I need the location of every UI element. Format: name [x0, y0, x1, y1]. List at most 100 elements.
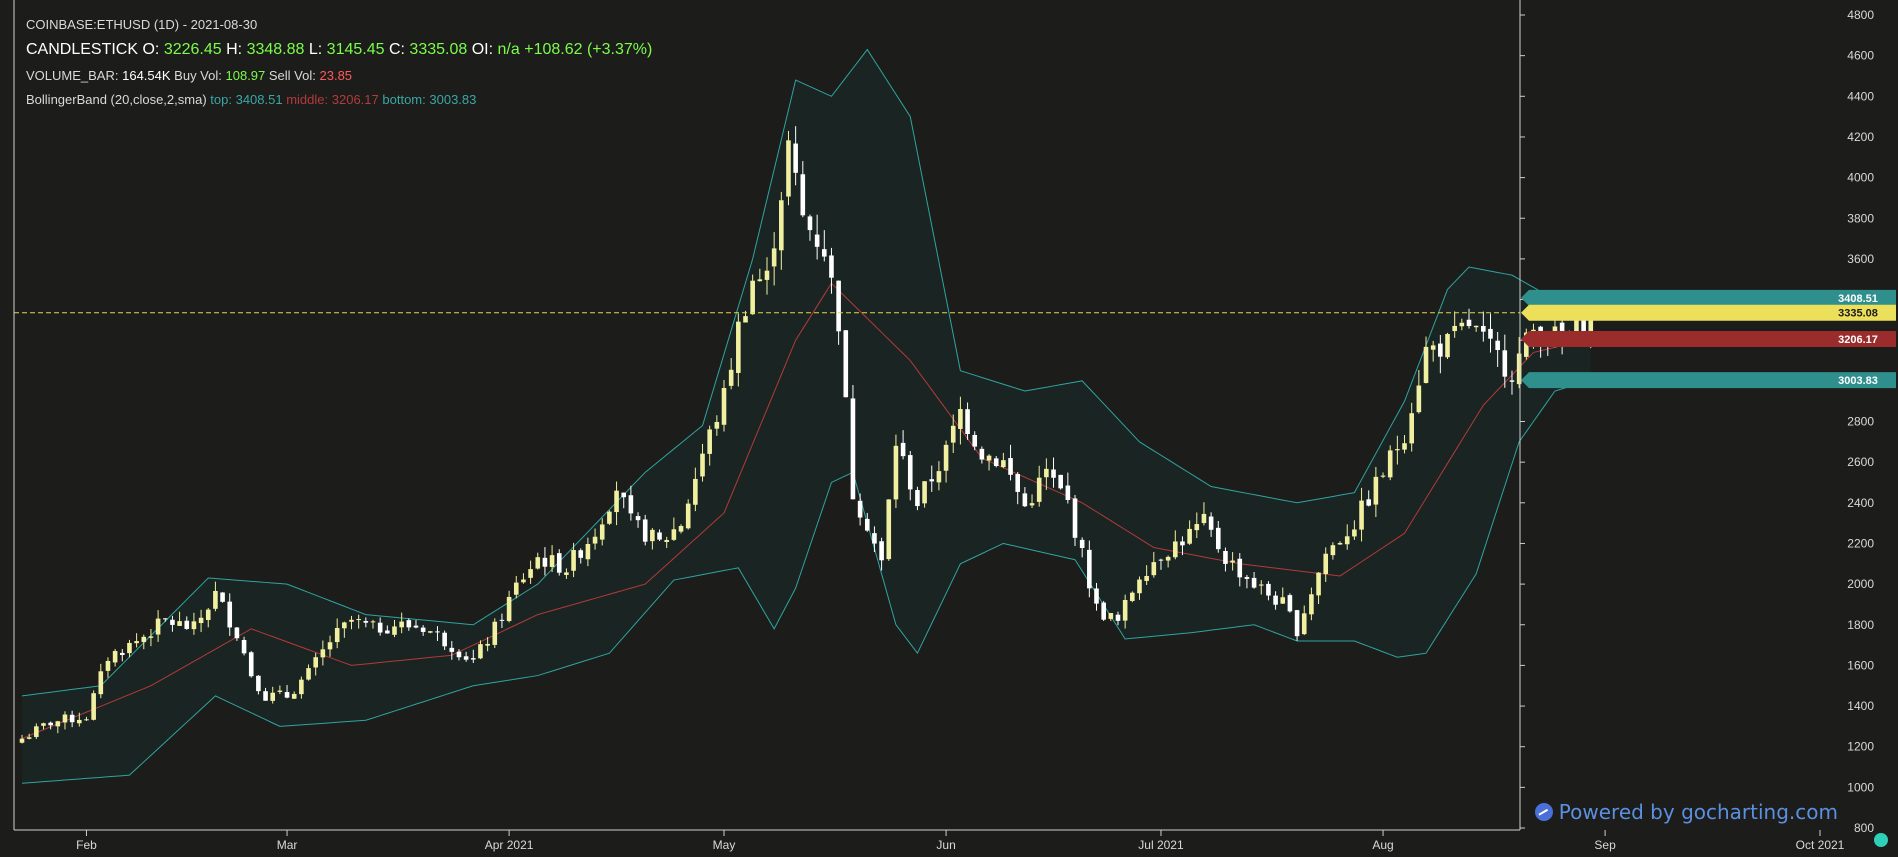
change-percent: (+3.37%) [586, 41, 653, 58]
candle-body [958, 409, 963, 429]
candle [1130, 591, 1135, 603]
candle [750, 274, 755, 315]
status-dot-icon[interactable] [1874, 833, 1888, 847]
candle [98, 663, 104, 699]
candle-body [1323, 553, 1329, 574]
candle-body [62, 714, 68, 723]
candle [1072, 494, 1078, 547]
candle-body [320, 649, 326, 658]
watermark[interactable]: Powered by gocharting.com [1534, 800, 1838, 824]
candle-body [1266, 583, 1271, 596]
candle [449, 641, 455, 660]
candle-body [270, 692, 276, 701]
candle-body [1130, 592, 1135, 601]
candle [1201, 502, 1207, 526]
candle [1488, 313, 1493, 353]
y-tick-label: 2400 [1847, 496, 1874, 510]
ohlc-line: CANDLESTICK O: 3226.45 H: 3348.88 L: 314… [26, 36, 652, 64]
candle [1158, 558, 1164, 570]
candle-body [342, 622, 347, 629]
bb-middle-label: middle: [286, 92, 329, 107]
candle-body [1087, 549, 1092, 589]
candle-body [334, 628, 340, 643]
candle-body [105, 660, 111, 671]
candle-body [392, 626, 397, 635]
close-label: C: [388, 41, 405, 58]
volume-line: VOLUME_BAR: 164.54K Buy Vol: 108.97 Sell… [26, 64, 652, 88]
price-tag-label: 3335.08 [1838, 308, 1878, 320]
candle-body [1244, 577, 1250, 579]
candle-body [693, 478, 698, 505]
open-label: O: [142, 41, 160, 58]
candle [1022, 487, 1028, 508]
candle-body [91, 693, 96, 720]
candle-body [1366, 499, 1372, 506]
candle-body [1151, 562, 1157, 576]
candle [1387, 445, 1393, 481]
candle [779, 191, 784, 270]
candle-body [306, 668, 311, 680]
candle-body [829, 255, 834, 278]
candle [821, 230, 827, 262]
candle-body [657, 532, 662, 540]
candle-body [1316, 572, 1321, 596]
candle-body [814, 234, 820, 247]
price-tag-bg [1521, 330, 1896, 347]
oi-value: n/a [497, 41, 520, 58]
candle [1008, 444, 1013, 481]
candle-body [779, 200, 784, 251]
candle [205, 607, 211, 628]
price-tag: 3003.83 [1521, 372, 1896, 389]
candle-body [1015, 474, 1021, 492]
candle [958, 396, 963, 445]
candle [1423, 336, 1429, 384]
candle-body [277, 690, 283, 692]
candle [363, 617, 369, 628]
candle-body [685, 503, 691, 529]
candle [1402, 435, 1407, 454]
candle-body [385, 630, 390, 634]
candle [657, 529, 662, 542]
candle-body [184, 620, 190, 629]
candle-body [485, 643, 490, 646]
candle-body [736, 321, 741, 373]
candle [34, 723, 39, 739]
candle-body [635, 516, 641, 521]
candle-body [506, 596, 512, 622]
candle-body [1137, 579, 1142, 594]
candle [607, 510, 612, 525]
candle [499, 613, 505, 628]
candle-body [542, 557, 548, 567]
candle-body [227, 601, 233, 628]
candle [1108, 612, 1114, 621]
candle-body [69, 714, 75, 723]
candle-body [1344, 536, 1350, 545]
candle [829, 247, 834, 294]
candle [428, 630, 433, 634]
candle [993, 456, 999, 468]
candle-body [678, 526, 684, 532]
x-tick-label: Jun [936, 838, 955, 852]
candle-body [721, 387, 727, 425]
candle [213, 581, 218, 612]
candle [900, 430, 906, 460]
candle [922, 481, 927, 508]
candle-body [1194, 524, 1200, 531]
candle [1029, 494, 1035, 509]
candle [1258, 580, 1264, 595]
bb-top-label: top: [210, 92, 232, 107]
candle-body [1352, 529, 1357, 537]
candle [1172, 530, 1178, 560]
candle-body [1373, 476, 1379, 505]
candle-body [993, 458, 999, 466]
candle-body [220, 592, 225, 602]
candle [635, 512, 641, 528]
candle-body [1029, 503, 1035, 506]
candle-body [1287, 595, 1293, 612]
price-tag-label: 3206.17 [1838, 334, 1878, 346]
candle [786, 130, 791, 206]
candle-body [1201, 513, 1207, 524]
candle-body [743, 316, 748, 323]
